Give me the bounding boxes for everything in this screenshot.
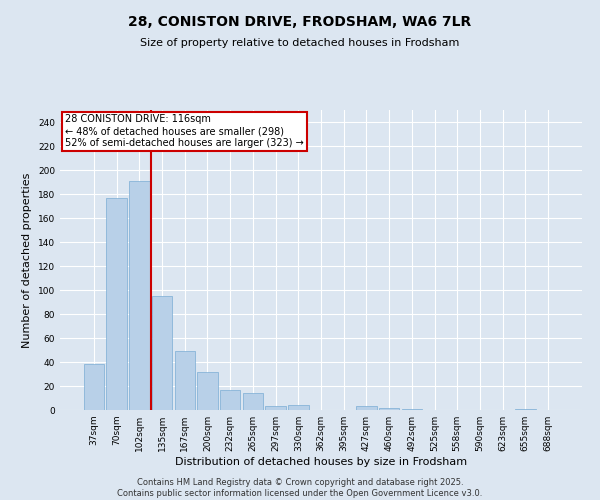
Bar xyxy=(242,393,263,410)
Text: Size of property relative to detached houses in Frodsham: Size of property relative to detached ho… xyxy=(140,38,460,48)
Text: 28, CONISTON DRIVE, FRODSHAM, WA6 7LR: 28, CONISTON DRIVE, FRODSHAM, WA6 7LR xyxy=(128,15,472,29)
Bar xyxy=(197,372,218,410)
Bar xyxy=(265,406,286,410)
Bar xyxy=(356,406,377,410)
Bar xyxy=(220,390,241,410)
Bar xyxy=(152,296,172,410)
Y-axis label: Number of detached properties: Number of detached properties xyxy=(22,172,32,348)
Bar xyxy=(515,409,536,410)
Bar xyxy=(288,405,308,410)
Bar xyxy=(379,408,400,410)
Bar xyxy=(129,181,149,410)
X-axis label: Distribution of detached houses by size in Frodsham: Distribution of detached houses by size … xyxy=(175,457,467,467)
Bar xyxy=(84,364,104,410)
Text: 28 CONISTON DRIVE: 116sqm
← 48% of detached houses are smaller (298)
52% of semi: 28 CONISTON DRIVE: 116sqm ← 48% of detac… xyxy=(65,114,304,148)
Bar xyxy=(175,351,195,410)
Bar xyxy=(401,409,422,410)
Text: Contains HM Land Registry data © Crown copyright and database right 2025.
Contai: Contains HM Land Registry data © Crown c… xyxy=(118,478,482,498)
Bar xyxy=(106,198,127,410)
